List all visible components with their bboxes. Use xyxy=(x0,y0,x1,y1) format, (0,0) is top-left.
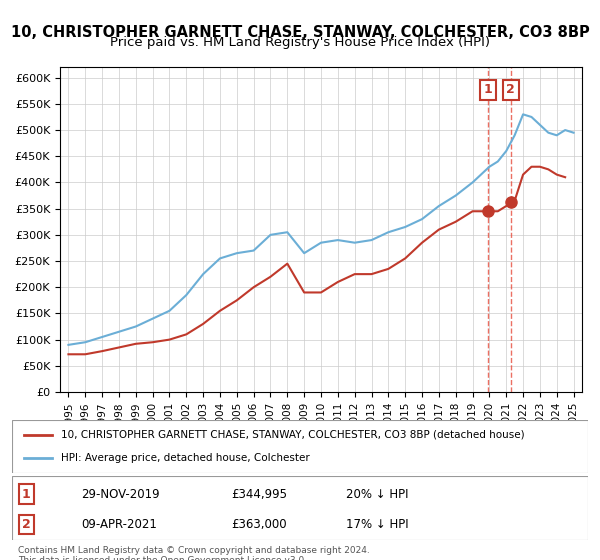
Text: HPI: Average price, detached house, Colchester: HPI: Average price, detached house, Colc… xyxy=(61,453,310,463)
Text: 2: 2 xyxy=(22,518,31,531)
Text: 20% ↓ HPI: 20% ↓ HPI xyxy=(346,488,409,501)
FancyBboxPatch shape xyxy=(12,420,588,473)
Text: 17% ↓ HPI: 17% ↓ HPI xyxy=(346,518,409,531)
Text: 10, CHRISTOPHER GARNETT CHASE, STANWAY, COLCHESTER, CO3 8BP (detached house): 10, CHRISTOPHER GARNETT CHASE, STANWAY, … xyxy=(61,430,524,440)
Text: £344,995: £344,995 xyxy=(231,488,287,501)
Text: 10, CHRISTOPHER GARNETT CHASE, STANWAY, COLCHESTER, CO3 8BP: 10, CHRISTOPHER GARNETT CHASE, STANWAY, … xyxy=(11,25,589,40)
Text: Contains HM Land Registry data © Crown copyright and database right 2024.
This d: Contains HM Land Registry data © Crown c… xyxy=(18,546,370,560)
Text: Price paid vs. HM Land Registry's House Price Index (HPI): Price paid vs. HM Land Registry's House … xyxy=(110,36,490,49)
Text: 29-NOV-2019: 29-NOV-2019 xyxy=(81,488,160,501)
Text: £363,000: £363,000 xyxy=(231,518,287,531)
Text: 2: 2 xyxy=(506,83,515,96)
Text: 09-APR-2021: 09-APR-2021 xyxy=(81,518,157,531)
Text: 1: 1 xyxy=(22,488,31,501)
FancyBboxPatch shape xyxy=(12,476,588,540)
Text: 1: 1 xyxy=(484,83,492,96)
